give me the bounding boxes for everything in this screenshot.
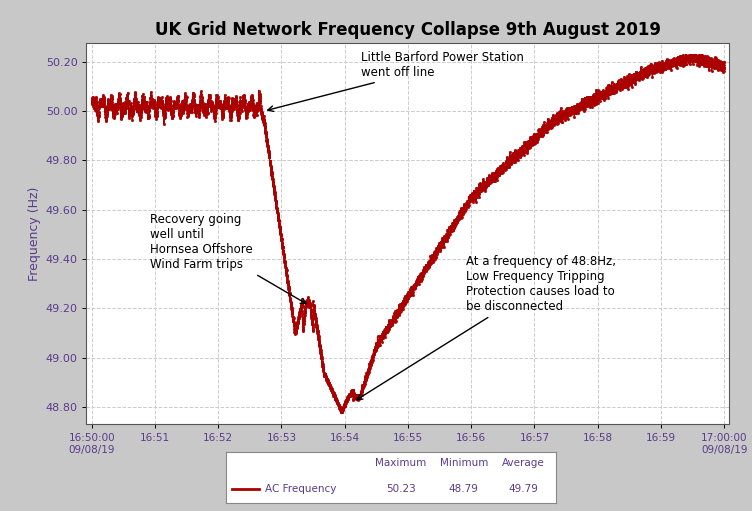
Y-axis label: Frequency (Hz): Frequency (Hz) xyxy=(29,187,41,281)
Text: AC Frequency: AC Frequency xyxy=(265,484,337,494)
Text: 50.23: 50.23 xyxy=(386,484,416,494)
Text: Little Barford Power Station
went off line: Little Barford Power Station went off li… xyxy=(268,51,523,111)
Text: Maximum: Maximum xyxy=(375,458,426,469)
Text: At a frequency of 48.8Hz,
Low Frequency Tripping
Protection causes load to
be di: At a frequency of 48.8Hz, Low Frequency … xyxy=(356,256,616,400)
Text: Recovery going
well until
Hornsea Offshore
Wind Farm trips: Recovery going well until Hornsea Offsho… xyxy=(150,214,306,304)
X-axis label: Time 10 minutes (hh:mm): Time 10 minutes (hh:mm) xyxy=(326,460,490,473)
Title: UK Grid Network Frequency Collapse 9th August 2019: UK Grid Network Frequency Collapse 9th A… xyxy=(155,21,661,39)
Text: Minimum: Minimum xyxy=(440,458,488,469)
Text: 49.79: 49.79 xyxy=(508,484,538,494)
Text: 48.79: 48.79 xyxy=(449,484,479,494)
Text: Average: Average xyxy=(502,458,544,469)
